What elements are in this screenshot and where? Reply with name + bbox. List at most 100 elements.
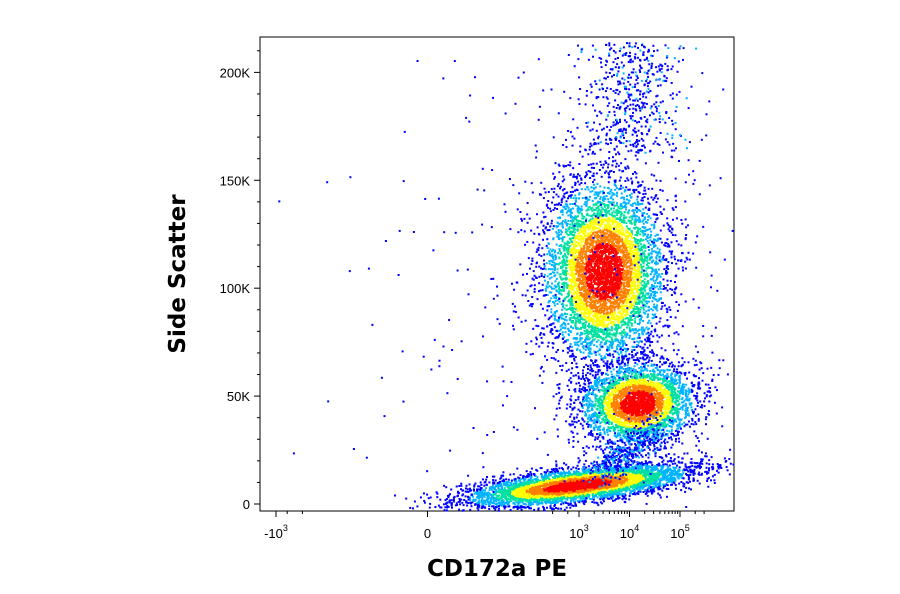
data-point (610, 310, 613, 313)
data-point (608, 268, 611, 270)
data-point (610, 360, 613, 363)
data-point (655, 316, 658, 318)
data-point (618, 293, 621, 295)
data-point (664, 324, 667, 327)
data-point (595, 245, 598, 248)
data-point (631, 328, 634, 331)
data-point (634, 265, 637, 268)
data-point (630, 263, 633, 266)
data-point (570, 268, 572, 271)
data-point (631, 217, 634, 220)
data-point (576, 261, 579, 264)
data-point (603, 356, 606, 359)
data-point (583, 278, 586, 281)
data-point (533, 290, 536, 293)
data-point (647, 201, 650, 204)
data-point (606, 360, 609, 363)
data-point (585, 272, 588, 275)
data-point (626, 232, 629, 235)
data-point (584, 339, 587, 342)
data-point (662, 208, 665, 211)
data-point (623, 251, 626, 253)
data-point (599, 328, 602, 331)
data-point (620, 285, 623, 287)
data-point (599, 263, 602, 266)
data-point (623, 198, 626, 201)
data-point (634, 317, 637, 320)
data-point (556, 208, 559, 210)
data-point (586, 282, 589, 285)
data-point (575, 293, 578, 296)
data-point (601, 277, 604, 280)
data-point (702, 225, 705, 228)
data-point (595, 204, 598, 207)
data-point (601, 330, 604, 333)
data-point (631, 253, 634, 256)
data-point (596, 272, 599, 275)
data-point (586, 293, 589, 295)
data-point (569, 211, 572, 214)
data-point (626, 177, 629, 180)
data-point (585, 318, 588, 321)
data-point (636, 255, 638, 258)
data-point (597, 335, 600, 338)
data-point (599, 304, 602, 306)
data-point (572, 251, 575, 253)
data-point (546, 294, 549, 296)
data-point (556, 271, 559, 274)
data-point (615, 165, 618, 168)
data-point (523, 217, 526, 220)
data-point (594, 315, 596, 318)
data-point (568, 290, 571, 293)
data-point (649, 243, 652, 246)
data-point (592, 181, 594, 184)
data-point (675, 301, 678, 303)
data-point (643, 244, 645, 247)
data-point (646, 267, 649, 270)
data-point (625, 228, 628, 231)
data-point (631, 247, 634, 250)
data-point (654, 245, 657, 248)
data-point (629, 319, 632, 321)
data-point (655, 262, 658, 265)
data-point (564, 264, 567, 267)
data-point (583, 245, 586, 248)
data-point (619, 326, 622, 329)
data-point (597, 271, 600, 274)
data-point (608, 240, 611, 243)
data-point (569, 210, 572, 213)
data-point (566, 264, 569, 266)
data-point (565, 260, 568, 263)
data-point (615, 318, 618, 321)
data-point (616, 348, 618, 351)
data-point (615, 249, 618, 252)
data-point (572, 255, 575, 258)
data-point (607, 333, 610, 336)
data-point (631, 205, 634, 207)
data-point (577, 215, 579, 218)
data-point (537, 325, 540, 328)
data-point (612, 279, 615, 281)
data-point (581, 155, 584, 158)
data-point (561, 220, 564, 223)
data-point (598, 219, 601, 222)
data-point (633, 276, 636, 278)
data-point (648, 215, 651, 218)
data-point (650, 173, 653, 176)
data-point (605, 319, 608, 322)
data-point (608, 313, 611, 316)
data-point (671, 156, 674, 159)
data-point (597, 137, 600, 140)
data-point (546, 253, 549, 256)
data-point (627, 298, 630, 301)
data-point (590, 319, 593, 322)
data-point (590, 290, 593, 293)
data-point (643, 281, 646, 284)
data-point (598, 169, 601, 171)
data-point (565, 267, 568, 270)
data-point (555, 193, 558, 196)
data-point (653, 290, 656, 293)
data-point (587, 289, 590, 292)
data-point (567, 195, 570, 198)
data-point (612, 230, 615, 233)
